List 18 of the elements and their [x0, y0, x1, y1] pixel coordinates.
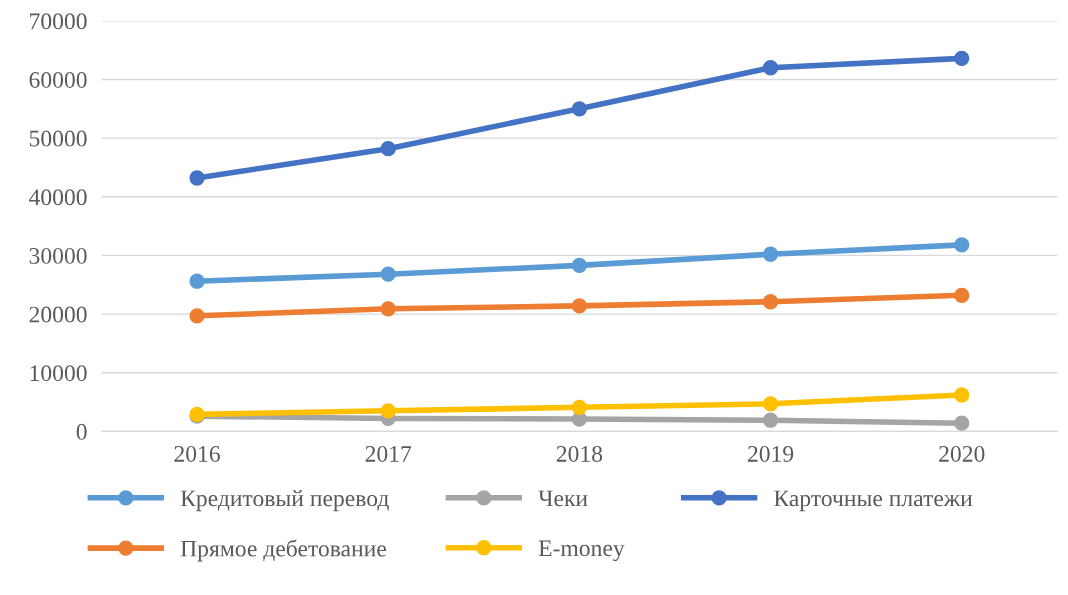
legend-label: Чеки	[538, 490, 588, 507]
y-tick-label: 60000	[29, 71, 87, 88]
legend-label: Кредитовый перевод	[180, 489, 389, 512]
y-tick-label: 0	[76, 423, 87, 440]
y-tick-label: 30000	[29, 247, 87, 264]
legend-label: Прямое дебетование	[180, 539, 386, 562]
x-tick-label: 2019	[747, 445, 794, 462]
x-tick-label: 2016	[174, 445, 220, 462]
x-tick-label: 2018	[556, 445, 603, 462]
legend-label: E-money	[538, 540, 625, 562]
y-tick-label: 40000	[29, 189, 87, 206]
legend-label: Карточные платежи	[774, 490, 973, 512]
y-tick-label: 70000	[30, 13, 87, 30]
y-tick-label: 50000	[29, 130, 87, 147]
x-tick-label: 2020	[939, 445, 985, 462]
x-tick-label: 2017	[365, 445, 412, 462]
y-tick-label: 20000	[29, 306, 87, 323]
y-tick-label: 10000	[30, 365, 87, 382]
